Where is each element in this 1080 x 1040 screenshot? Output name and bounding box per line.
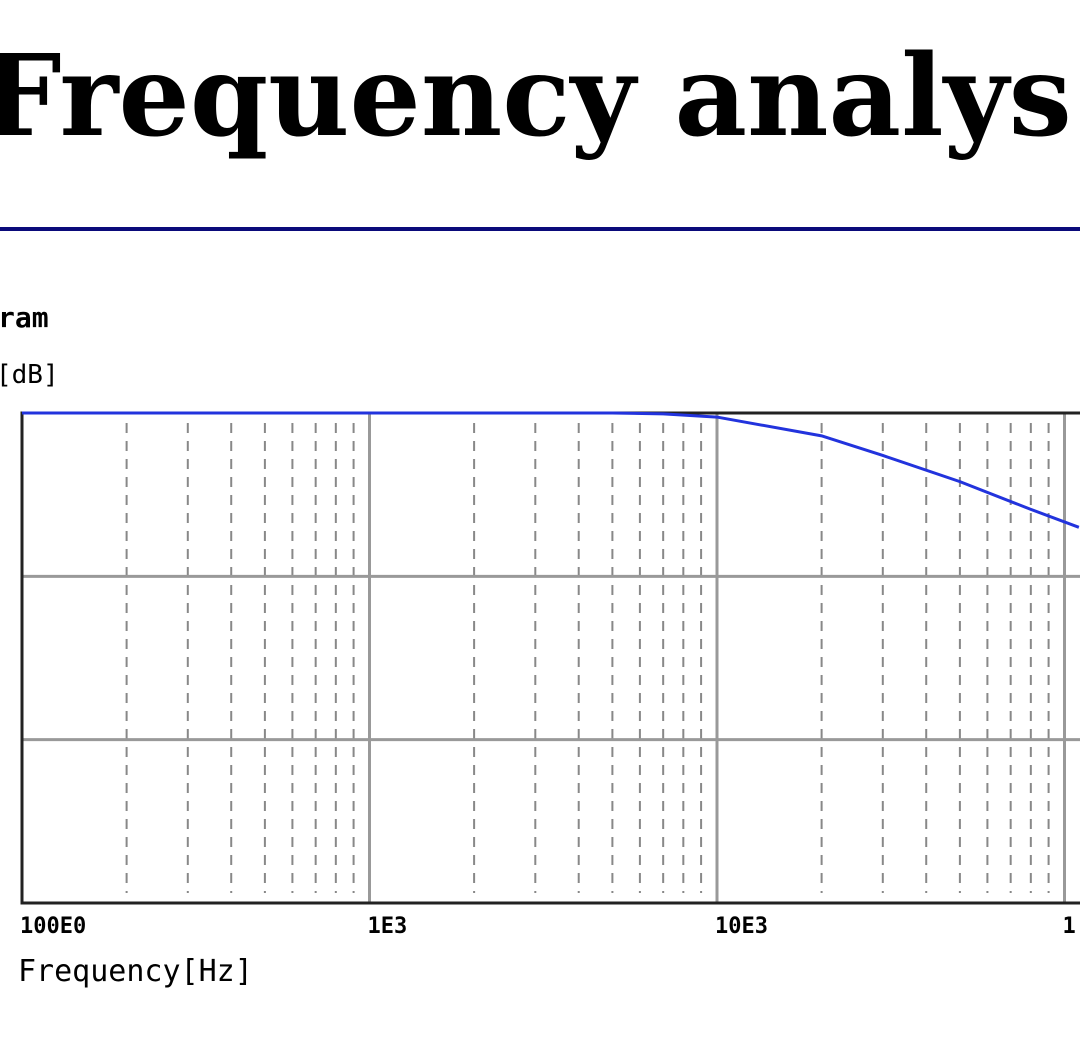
x-tick-label: 100E0	[20, 914, 86, 939]
x-axis-label: Frequency[Hz]	[18, 954, 253, 989]
x-tick-label: 1	[1063, 914, 1076, 939]
data-line	[22, 411, 1080, 529]
page-title: Frequency analys	[0, 31, 1072, 162]
chart-title: ram	[0, 301, 49, 334]
title-rule	[0, 227, 1080, 231]
plot-frame	[20, 411, 1080, 905]
y-axis-label: [dB]	[0, 360, 59, 390]
x-tick-label: 10E3	[715, 914, 768, 939]
x-tick-label: 1E3	[368, 914, 408, 939]
